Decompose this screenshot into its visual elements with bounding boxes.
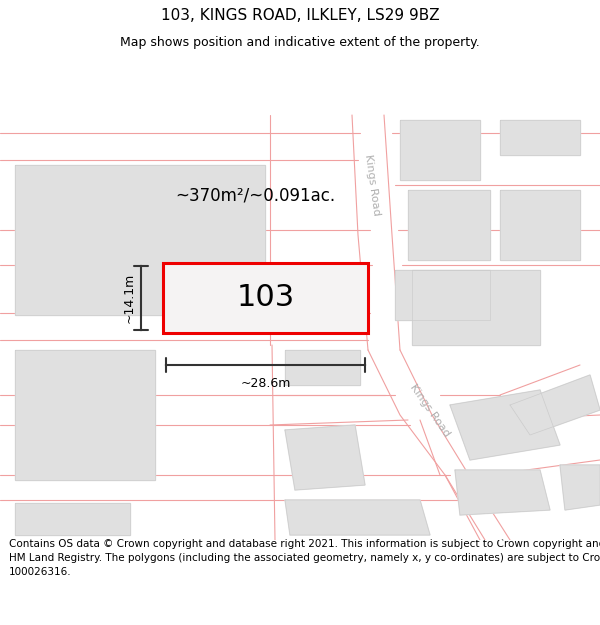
Polygon shape xyxy=(412,270,540,345)
Bar xyxy=(163,263,368,333)
Text: Kings Road: Kings Road xyxy=(408,382,452,438)
Polygon shape xyxy=(395,270,490,320)
Text: ~14.1m: ~14.1m xyxy=(123,273,136,323)
Polygon shape xyxy=(408,190,490,260)
Text: 103: 103 xyxy=(236,284,295,312)
Polygon shape xyxy=(355,233,405,352)
Text: ~370m²/~0.091ac.: ~370m²/~0.091ac. xyxy=(175,186,335,204)
Polygon shape xyxy=(285,425,365,490)
Text: Kings Road: Kings Road xyxy=(363,154,381,216)
Polygon shape xyxy=(15,503,130,535)
Polygon shape xyxy=(285,500,430,535)
Polygon shape xyxy=(401,403,484,497)
Polygon shape xyxy=(348,114,395,236)
Text: Map shows position and indicative extent of the property.: Map shows position and indicative extent… xyxy=(120,36,480,49)
Polygon shape xyxy=(450,390,560,460)
Polygon shape xyxy=(446,473,518,552)
Polygon shape xyxy=(15,350,155,480)
Polygon shape xyxy=(500,120,580,155)
Polygon shape xyxy=(500,190,580,260)
Text: 103, KINGS ROAD, ILKLEY, LS29 9BZ: 103, KINGS ROAD, ILKLEY, LS29 9BZ xyxy=(161,8,439,23)
Polygon shape xyxy=(285,350,360,385)
Polygon shape xyxy=(510,375,600,435)
Polygon shape xyxy=(15,165,265,315)
Text: Contains OS data © Crown copyright and database right 2021. This information is : Contains OS data © Crown copyright and d… xyxy=(9,539,600,577)
Text: ~28.6m: ~28.6m xyxy=(241,377,290,390)
Polygon shape xyxy=(560,465,600,510)
Polygon shape xyxy=(365,339,439,426)
Polygon shape xyxy=(455,470,550,515)
Polygon shape xyxy=(400,120,480,180)
